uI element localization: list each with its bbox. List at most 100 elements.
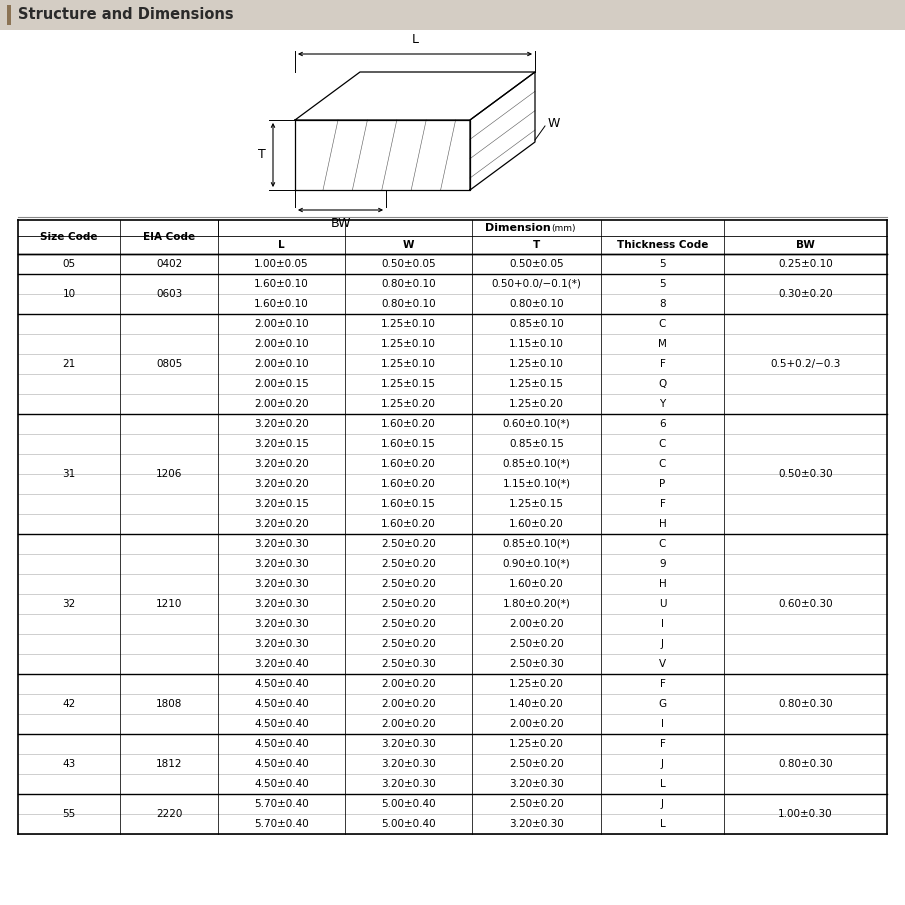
Text: 3.20±0.15: 3.20±0.15: [254, 499, 309, 509]
Bar: [0, 0, 905, 30]
Text: 1.60±0.20: 1.60±0.20: [510, 519, 564, 529]
Text: 2.50±0.30: 2.50±0.30: [510, 659, 564, 669]
Text: 5: 5: [659, 279, 666, 289]
Text: 0.80±0.10: 0.80±0.10: [510, 299, 564, 309]
Text: L: L: [660, 819, 665, 829]
Text: 2.50±0.20: 2.50±0.20: [381, 579, 436, 589]
Text: 0.85±0.10: 0.85±0.10: [510, 319, 564, 329]
Text: 3.20±0.30: 3.20±0.30: [510, 819, 564, 829]
Text: Structure and Dimensions: Structure and Dimensions: [18, 7, 233, 23]
Text: BW: BW: [330, 217, 351, 230]
Text: M: M: [658, 339, 667, 349]
Text: 2.50±0.20: 2.50±0.20: [381, 619, 436, 629]
Text: 0805: 0805: [156, 359, 182, 369]
Text: 1.60±0.15: 1.60±0.15: [381, 499, 436, 509]
Text: 0.80±0.10: 0.80±0.10: [381, 279, 436, 289]
Bar: [18, 220, 887, 834]
Text: I: I: [661, 619, 664, 629]
Text: 1.15±0.10: 1.15±0.10: [510, 339, 564, 349]
Text: 4.50±0.40: 4.50±0.40: [254, 679, 309, 689]
Text: 4.50±0.40: 4.50±0.40: [254, 759, 309, 769]
Text: P: P: [660, 479, 665, 489]
Text: 9: 9: [659, 559, 666, 569]
Text: 3.20±0.30: 3.20±0.30: [254, 559, 309, 569]
Text: 0.60±0.10(*): 0.60±0.10(*): [502, 419, 570, 429]
Text: 3.20±0.20: 3.20±0.20: [254, 419, 309, 429]
Text: 5.00±0.40: 5.00±0.40: [381, 819, 436, 829]
Text: 2.00±0.20: 2.00±0.20: [254, 399, 309, 409]
Text: 2.50±0.20: 2.50±0.20: [381, 539, 436, 549]
Text: 4.50±0.40: 4.50±0.40: [254, 719, 309, 729]
Text: 1812: 1812: [156, 759, 182, 769]
Text: 1.25±0.10: 1.25±0.10: [510, 359, 564, 369]
Text: 1.60±0.10: 1.60±0.10: [254, 279, 309, 289]
Text: 0.85±0.15: 0.85±0.15: [510, 439, 564, 449]
Text: 0.25±0.10: 0.25±0.10: [778, 259, 833, 269]
Text: 0.50±0.05: 0.50±0.05: [510, 259, 564, 269]
Text: 3.20±0.30: 3.20±0.30: [254, 619, 309, 629]
Text: EIA Code: EIA Code: [143, 232, 195, 242]
Text: C: C: [659, 539, 666, 549]
Text: 2.00±0.10: 2.00±0.10: [254, 359, 309, 369]
Text: 1.80±0.20(*): 1.80±0.20(*): [502, 599, 570, 609]
Text: 55: 55: [62, 809, 76, 819]
Text: 2.00±0.10: 2.00±0.10: [254, 339, 309, 349]
Text: 1.25±0.10: 1.25±0.10: [381, 359, 436, 369]
Text: 2.00±0.20: 2.00±0.20: [510, 719, 564, 729]
Text: 2.00±0.20: 2.00±0.20: [381, 699, 436, 709]
Text: L: L: [412, 33, 418, 46]
Text: 3.20±0.30: 3.20±0.30: [381, 759, 436, 769]
Text: 2.50±0.20: 2.50±0.20: [381, 599, 436, 609]
Text: BW: BW: [796, 240, 814, 250]
Text: 5.70±0.40: 5.70±0.40: [254, 819, 309, 829]
Text: G: G: [659, 699, 667, 709]
Text: 1.15±0.10(*): 1.15±0.10(*): [502, 479, 570, 489]
Text: 3.20±0.15: 3.20±0.15: [254, 439, 309, 449]
Text: 4.50±0.40: 4.50±0.40: [254, 739, 309, 749]
Text: 1.60±0.20: 1.60±0.20: [381, 419, 436, 429]
Text: 3.20±0.20: 3.20±0.20: [254, 459, 309, 469]
Text: W: W: [548, 118, 560, 130]
Text: 0.50±0.05: 0.50±0.05: [381, 259, 436, 269]
Text: 2.00±0.20: 2.00±0.20: [381, 679, 436, 689]
Text: J: J: [661, 799, 664, 809]
Text: Q: Q: [658, 379, 667, 389]
Text: 1.25±0.10: 1.25±0.10: [381, 319, 436, 329]
Text: 2.50±0.20: 2.50±0.20: [381, 639, 436, 649]
Text: F: F: [660, 499, 665, 509]
Text: 1808: 1808: [156, 699, 182, 709]
Text: 3.20±0.40: 3.20±0.40: [254, 659, 309, 669]
Text: F: F: [660, 679, 665, 689]
Text: 3.20±0.20: 3.20±0.20: [254, 519, 309, 529]
Text: 0.90±0.10(*): 0.90±0.10(*): [502, 559, 570, 569]
Text: 2.50±0.20: 2.50±0.20: [510, 639, 564, 649]
Text: L: L: [660, 779, 665, 789]
Text: 3.20±0.30: 3.20±0.30: [381, 739, 436, 749]
Text: T: T: [533, 240, 540, 250]
Text: 1.25±0.15: 1.25±0.15: [509, 499, 564, 509]
Text: 0.60±0.30: 0.60±0.30: [778, 599, 833, 609]
Text: L: L: [278, 240, 285, 250]
Text: 1.25±0.15: 1.25±0.15: [381, 379, 436, 389]
Text: 1.60±0.20: 1.60±0.20: [510, 579, 564, 589]
Text: 1.25±0.20: 1.25±0.20: [381, 399, 436, 409]
Text: 0.5+0.2/−0.3: 0.5+0.2/−0.3: [770, 359, 841, 369]
Text: 2.50±0.30: 2.50±0.30: [381, 659, 436, 669]
Text: U: U: [659, 599, 666, 609]
Bar: [7, 5, 11, 25]
Text: 3.20±0.20: 3.20±0.20: [254, 479, 309, 489]
Text: 5.00±0.40: 5.00±0.40: [381, 799, 436, 809]
Text: 05: 05: [62, 259, 75, 269]
Text: F: F: [660, 739, 665, 749]
Text: 1.40±0.20: 1.40±0.20: [510, 699, 564, 709]
Text: 1.60±0.20: 1.60±0.20: [381, 479, 436, 489]
Text: 2.50±0.20: 2.50±0.20: [381, 559, 436, 569]
Text: T: T: [258, 148, 266, 161]
Text: F: F: [660, 359, 665, 369]
Text: 5.70±0.40: 5.70±0.40: [254, 799, 309, 809]
Text: Y: Y: [660, 399, 665, 409]
Text: 1.25±0.15: 1.25±0.15: [509, 379, 564, 389]
Text: 42: 42: [62, 699, 76, 709]
Text: C: C: [659, 439, 666, 449]
Text: 43: 43: [62, 759, 76, 769]
